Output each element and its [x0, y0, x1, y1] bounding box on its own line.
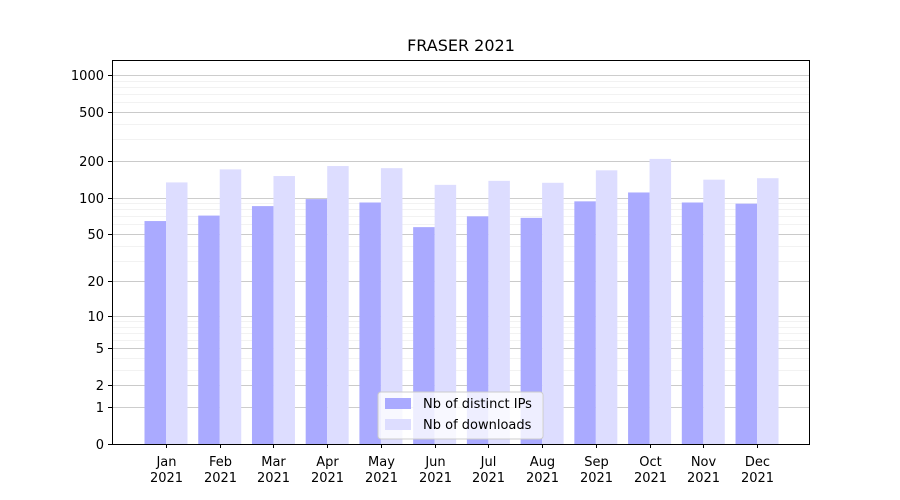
x-tick-label: Dec	[745, 455, 770, 470]
x-axis: Jan2021Feb2021Mar2021Apr2021May2021Jun20…	[150, 444, 774, 486]
bar-nb-of-downloads	[703, 179, 725, 445]
x-tick-label: 2021	[634, 471, 667, 486]
bar-nb-of-distinct-ips	[359, 202, 381, 444]
legend-swatch-downloads	[385, 419, 411, 430]
plot-frame	[112, 60, 810, 445]
bar-nb-of-distinct-ips	[628, 192, 650, 444]
x-tick-label: Apr	[316, 455, 339, 470]
legend-label-downloads: Nb of downloads	[423, 418, 532, 433]
y-tick-label: 1	[96, 401, 104, 416]
bar-nb-of-downloads	[166, 182, 188, 445]
bar-nb-of-distinct-ips	[466, 216, 489, 444]
bar-nb-of-downloads	[434, 184, 457, 444]
x-tick-label: 2021	[741, 471, 774, 486]
y-tick-label: 50	[87, 228, 104, 243]
bars	[144, 158, 779, 445]
y-tick-label: 1000	[71, 69, 104, 84]
x-tick-label: Sep	[584, 455, 609, 470]
x-tick-label: 2021	[580, 471, 613, 486]
x-tick-label: 2021	[257, 471, 290, 486]
y-tick-label: 100	[79, 192, 104, 207]
bar-nb-of-distinct-ips	[520, 217, 543, 444]
x-tick-label: 2021	[311, 471, 344, 486]
y-tick-label: 500	[79, 106, 104, 121]
y-tick-label: 10	[87, 310, 104, 325]
x-tick-label: Nov	[691, 455, 717, 470]
x-tick-label: 2021	[472, 471, 505, 486]
x-tick-label: 2021	[526, 471, 559, 486]
bar-nb-of-downloads	[542, 182, 564, 444]
x-tick-label: Aug	[530, 455, 555, 470]
x-tick-label: 2021	[150, 471, 183, 486]
bar-nb-of-downloads	[273, 176, 295, 444]
bar-nb-of-distinct-ips	[681, 202, 704, 444]
y-tick-label: 2	[96, 379, 104, 394]
bar-nb-of-distinct-ips	[574, 201, 596, 444]
bar-nb-of-distinct-ips	[144, 221, 166, 444]
y-tick-label: 0	[96, 438, 104, 453]
x-tick-label: Jan	[155, 455, 176, 470]
bar-nb-of-distinct-ips	[305, 199, 328, 444]
x-tick-label: 2021	[419, 471, 452, 486]
bar-nb-of-downloads	[595, 170, 618, 444]
x-tick-label: Jul	[480, 455, 497, 470]
bar-nb-of-downloads	[757, 178, 779, 444]
x-tick-label: May	[368, 455, 395, 470]
y-tick-label: 200	[79, 155, 104, 170]
x-tick-label: 2021	[365, 471, 398, 486]
bar-nb-of-distinct-ips	[198, 215, 220, 444]
legend: Nb of distinct IPs Nb of downloads	[377, 391, 544, 440]
x-tick-label: Jun	[424, 455, 445, 470]
bar-nb-of-distinct-ips	[735, 203, 758, 444]
bar-nb-of-downloads	[380, 168, 403, 444]
bar-nb-of-downloads	[219, 169, 242, 444]
legend-box	[377, 391, 544, 440]
bar-nb-of-downloads	[649, 158, 672, 444]
x-tick-label: Feb	[209, 455, 232, 470]
y-axis: 0 1 2 5 10 20 50 100 200 500 1000	[71, 69, 112, 453]
y-tick-label: 5	[96, 342, 104, 357]
x-tick-label: Oct	[639, 455, 661, 470]
legend-swatch-ips	[385, 398, 411, 409]
bar-nb-of-downloads	[488, 180, 510, 444]
chart-title: FRASER 2021	[407, 36, 515, 55]
bar-nb-of-downloads	[327, 166, 349, 444]
bar-nb-of-distinct-ips	[413, 227, 435, 444]
x-tick-label: 2021	[204, 471, 237, 486]
bar-nb-of-distinct-ips	[251, 206, 274, 444]
y-tick-label: 20	[87, 275, 104, 290]
x-tick-label: 2021	[687, 471, 720, 486]
legend-label-ips: Nb of distinct IPs	[423, 397, 532, 412]
x-tick-label: Mar	[261, 455, 286, 470]
